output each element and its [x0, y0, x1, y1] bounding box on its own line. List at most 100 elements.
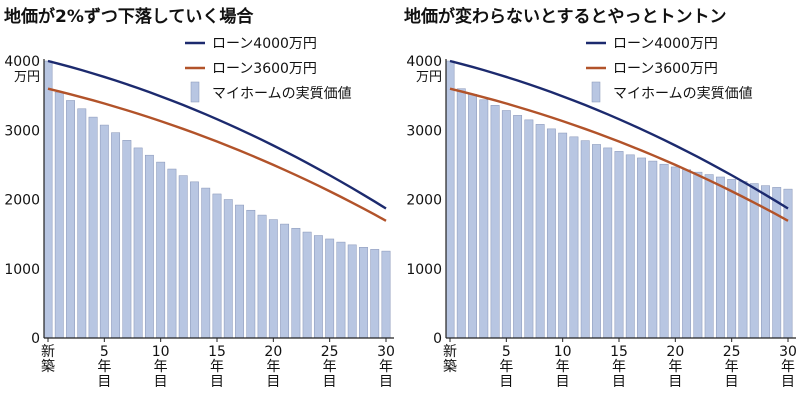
x-tick-label: 30 年目: [779, 344, 797, 390]
x-tick-label: 新築: [41, 344, 55, 375]
bar-4: [88, 116, 98, 339]
bar-3: [479, 99, 489, 339]
bar-20: [268, 219, 278, 339]
bar-1: [456, 88, 466, 339]
series-line-1: [449, 59, 789, 210]
chart-title: 地価が変わらないとするとやっとトントン: [404, 6, 727, 27]
x-tick-label: 10 年目: [152, 344, 170, 390]
bar-11: [167, 168, 177, 339]
legend-bar-swatch: [190, 81, 200, 103]
y-tick-label-1000: 1000: [406, 262, 442, 278]
bar-20: [670, 166, 680, 339]
bar-15: [212, 193, 222, 339]
bar-8: [133, 147, 143, 339]
y-tick-label-0: 0: [433, 331, 442, 347]
bar-6: [513, 115, 523, 339]
bar-8: [535, 124, 545, 339]
x-tick-label: 25 年目: [723, 344, 741, 390]
bar-5: [99, 124, 109, 339]
bar-22: [693, 171, 703, 339]
bar-21: [280, 223, 290, 339]
bar-27: [749, 183, 759, 339]
bar-17: [235, 204, 244, 339]
legend-label: ローン4000万円: [613, 36, 718, 52]
bar-26: [738, 181, 748, 339]
bar-29: [772, 187, 782, 339]
legend-bar-swatch: [591, 81, 601, 103]
y-tick-label-4000: 4000: [406, 54, 442, 70]
bar-25: [325, 238, 335, 339]
bar-10: [156, 161, 166, 339]
series-line-2: [449, 87, 789, 222]
chart-2: 地価が変わらないとするとやっとトントン 0 1000 2000 3000 4000万円新築…: [404, 6, 797, 390]
bar-10: [558, 132, 568, 339]
x-tick-label: 15 年目: [208, 344, 226, 390]
series-line-2: [47, 87, 387, 222]
bar-14: [603, 147, 613, 339]
y-tick-label-3000: 3000: [406, 123, 442, 139]
y-unit-label: 万円: [416, 70, 442, 85]
x-tick-label: 5 年目: [499, 344, 513, 390]
bar-5: [501, 110, 511, 339]
y-unit-label: 万円: [14, 70, 40, 85]
bar-9: [144, 154, 154, 339]
bar-14: [201, 187, 211, 339]
x-tick-label: 15 年目: [610, 344, 628, 390]
bar-28: [359, 247, 368, 339]
bar-7: [122, 140, 132, 339]
bar-4: [490, 105, 500, 339]
x-tick-label: 新築: [443, 344, 457, 375]
legend-label: マイホームの実質価値: [212, 86, 352, 102]
bar-0: [43, 60, 53, 339]
x-tick-label: 20 年目: [666, 344, 684, 390]
chart-title: 地価が2%ずつ下落していく場合: [4, 6, 254, 27]
legend-label: ローン3600万円: [613, 61, 718, 77]
bar-18: [246, 209, 256, 339]
bar-2: [468, 93, 477, 339]
bar-19: [659, 163, 669, 339]
bar-16: [625, 154, 635, 339]
x-tick-label: 5 年目: [97, 344, 111, 390]
bar-9: [546, 128, 556, 339]
y-tick-label-2000: 2000: [4, 193, 40, 209]
x-tick-label: 25 年目: [321, 344, 339, 390]
y-tick-label-1000: 1000: [4, 262, 40, 278]
y-tick-label-4000: 4000: [4, 54, 40, 70]
x-tick-label: 20 年目: [264, 344, 282, 390]
y-tick-label-0: 0: [31, 331, 40, 347]
bar-23: [704, 174, 714, 339]
legend-label: マイホームの実質価値: [613, 86, 753, 102]
bar-24: [715, 176, 725, 339]
series-line-1: [47, 59, 387, 210]
bar-0: [445, 60, 455, 339]
bar-13: [190, 181, 199, 339]
bar-1: [54, 91, 64, 339]
bar-13: [592, 144, 601, 339]
bar-23: [302, 231, 312, 339]
bar-30: [381, 250, 391, 339]
bar-3: [77, 108, 87, 339]
x-tick-label: 30 年目: [377, 344, 395, 390]
y-tick-label-2000: 2000: [406, 193, 442, 209]
bar-12: [580, 140, 590, 339]
y-tick-label-3000: 3000: [4, 123, 40, 139]
bar-15: [614, 151, 624, 339]
bar-25: [727, 179, 737, 339]
bar-11: [569, 136, 579, 339]
bar-18: [648, 160, 658, 339]
bar-7: [524, 119, 534, 339]
bar-26: [336, 241, 346, 339]
bar-22: [291, 227, 301, 339]
bar-30: [783, 188, 793, 339]
bar-29: [370, 249, 380, 339]
legend-label: ローン3600万円: [212, 61, 317, 77]
bar-24: [313, 235, 323, 339]
bar-21: [682, 169, 692, 339]
bar-19: [257, 214, 267, 339]
bar-2: [66, 100, 75, 339]
bar-6: [111, 132, 121, 339]
legend-label: ローン4000万円: [212, 36, 317, 52]
